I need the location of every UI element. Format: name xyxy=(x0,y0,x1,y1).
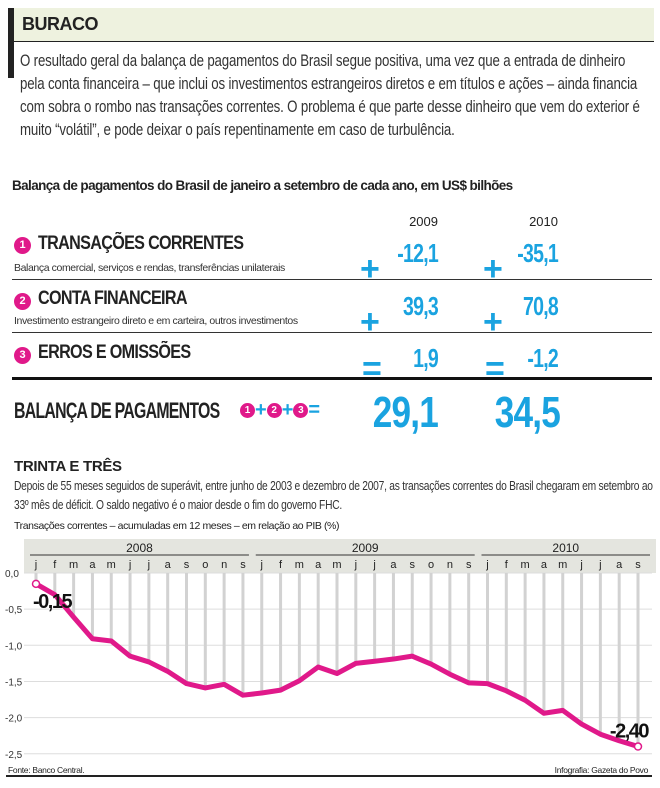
header-accent-bar xyxy=(8,8,14,78)
month-tick-label: j xyxy=(579,559,582,571)
month-tick-label: o xyxy=(428,559,434,571)
month-tick-label: s xyxy=(410,559,416,571)
row3-value-2010: -1,2 xyxy=(527,343,558,373)
badge-3: 3 xyxy=(14,347,31,364)
row1-number-badge: 1 xyxy=(14,235,31,254)
row1-value-2010: -35,1 xyxy=(517,238,558,268)
table-subtitle: Balança de pagamentos do Brasil de janei… xyxy=(12,178,513,193)
total-title: BALANÇA DE PAGAMENTOS xyxy=(14,398,220,423)
month-tick-label: s xyxy=(240,559,246,571)
month-tick-label: j xyxy=(34,559,37,571)
y-tick-label: -2,5 xyxy=(5,750,23,761)
page-title: BURACO xyxy=(22,14,99,34)
month-tick-label: m xyxy=(295,559,304,571)
badge-1: 1 xyxy=(240,403,255,419)
year-label: 2008 xyxy=(126,541,153,555)
month-tick-label: o xyxy=(202,559,208,571)
month-tick-label: m xyxy=(332,559,341,571)
month-tick-label: j xyxy=(598,559,601,571)
month-tick-label: j xyxy=(147,559,150,571)
month-tick-label: a xyxy=(541,559,548,571)
year-label: 2009 xyxy=(352,541,379,555)
month-tick-label: s xyxy=(466,559,472,571)
plus-operator: + xyxy=(483,303,503,341)
footer-rule xyxy=(6,775,652,777)
month-tick-label: s xyxy=(635,559,641,571)
month-tick-label: j xyxy=(260,559,263,571)
row1-description: Balança comercial, serviços e rendas, tr… xyxy=(14,262,285,274)
badge-3: 3 xyxy=(293,403,309,419)
month-tick-label: j xyxy=(485,559,488,571)
badge-1: 1 xyxy=(14,237,31,254)
month-tick-label: m xyxy=(521,559,530,571)
month-tick-label: a xyxy=(390,559,397,571)
y-tick-label: -1,5 xyxy=(5,677,23,688)
year-2010-header: 2010 xyxy=(529,214,558,229)
month-tick-label: m xyxy=(558,559,567,571)
header-band xyxy=(14,8,654,42)
credit-note: Infografia: Gazeta do Povo xyxy=(554,765,649,775)
year-2009-header: 2009 xyxy=(409,214,438,229)
total-value-2009: 29,1 xyxy=(372,388,439,437)
row2-value-2009: 39,3 xyxy=(403,291,439,321)
month-tick-label: s xyxy=(184,559,190,571)
chart-title: Transações correntes – acumuladas em 12 … xyxy=(14,520,340,532)
y-tick-label: 0,0 xyxy=(5,569,19,580)
month-tick-label: f xyxy=(53,559,57,571)
series-line xyxy=(34,581,639,749)
data-label-start: -0,15 xyxy=(33,591,72,613)
row3-number-badge: 3 xyxy=(14,345,31,364)
divider xyxy=(12,332,652,333)
badge-2: 2 xyxy=(266,403,282,419)
badge-2: 2 xyxy=(14,293,31,310)
formula-op: + xyxy=(281,399,294,421)
plus-operator: + xyxy=(360,250,380,288)
row3-value-2009: 1,9 xyxy=(413,343,439,373)
year-label: 2010 xyxy=(552,541,579,555)
divider xyxy=(12,279,652,280)
month-tick-label: j xyxy=(128,559,131,571)
y-tick-label: -1,0 xyxy=(5,641,23,652)
endpoint-marker xyxy=(31,579,41,589)
row1-value-2009: -12,1 xyxy=(397,238,438,268)
month-tick-label: n xyxy=(447,559,453,571)
month-tick-label: j xyxy=(354,559,357,571)
plus-operator: + xyxy=(360,303,380,341)
month-tick-label: n xyxy=(221,559,227,571)
endpoint-marker xyxy=(633,742,643,751)
month-tick-label: j xyxy=(372,559,375,571)
source-note: Fonte: Banco Central. xyxy=(8,765,85,775)
y-tick-label: -2,0 xyxy=(5,714,23,725)
month-tick-label: a xyxy=(315,559,322,571)
section2-title: TRINTA E TRÊS xyxy=(14,458,122,475)
row2-number-badge: 2 xyxy=(14,291,31,310)
chart-header-band xyxy=(24,539,656,573)
plus-operator: + xyxy=(483,250,503,288)
month-tick-label: m xyxy=(107,559,116,571)
row2-value-2010: 70,8 xyxy=(523,291,559,321)
data-label-end: -2,40 xyxy=(610,721,649,743)
row2-title: CONTA FINANCEIRA xyxy=(38,288,187,309)
row3-title: ERROS E OMISSÕES xyxy=(38,342,191,363)
y-tick-label: -0,5 xyxy=(5,605,23,616)
month-tick-label: a xyxy=(616,559,623,571)
total-value-2010: 34,5 xyxy=(494,388,561,437)
row1-title: TRANSAÇÕES CORRENTES xyxy=(38,233,244,254)
month-tick-label: f xyxy=(505,559,509,571)
intro-paragraph: O resultado geral da balança de pagament… xyxy=(20,52,640,139)
total-formula: 1 +2 +3 = xyxy=(240,399,320,422)
month-tick-label: f xyxy=(279,559,283,571)
month-tick-label: m xyxy=(69,559,78,571)
thick-divider xyxy=(12,377,652,380)
row2-description: Investimento estrangeiro direto e em car… xyxy=(14,315,298,327)
formula-op: + xyxy=(255,399,267,421)
month-tick-label: a xyxy=(165,559,172,571)
section2-text: Depois de 55 meses seguidos de superávit… xyxy=(14,478,653,512)
month-tick-label: a xyxy=(89,559,96,571)
formula-op: = xyxy=(308,399,321,421)
